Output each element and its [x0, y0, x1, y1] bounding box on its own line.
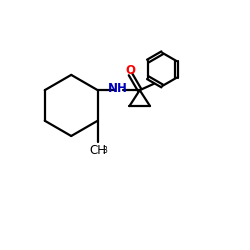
Text: O: O: [126, 64, 136, 77]
Text: CH: CH: [89, 144, 106, 158]
Text: NH: NH: [108, 82, 128, 96]
Text: 3: 3: [102, 146, 108, 156]
